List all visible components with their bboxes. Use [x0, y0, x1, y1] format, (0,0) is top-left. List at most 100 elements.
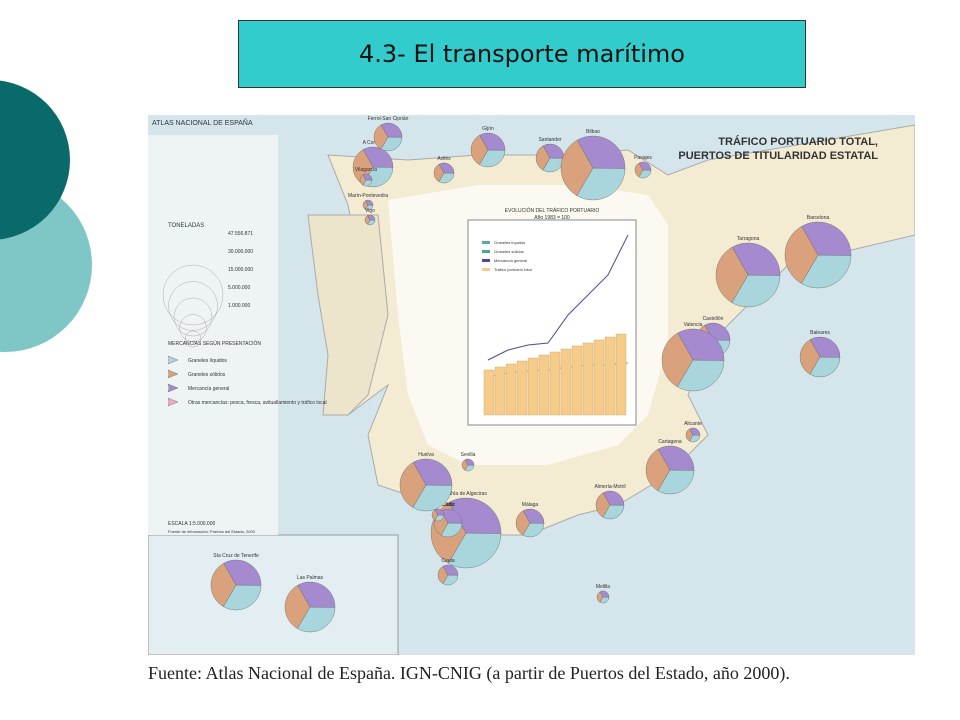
port-pie [297, 581, 336, 608]
port-label: Avilés [437, 156, 451, 162]
port-pie [599, 590, 610, 598]
inset-legend-swatch [482, 241, 490, 244]
legend-size [162, 264, 224, 326]
inset-bar [560, 348, 572, 416]
portugal [307, 214, 389, 416]
inset-legend-swatch [482, 259, 490, 262]
port-label: A Coruña [363, 140, 384, 146]
inset-bar [516, 360, 528, 416]
port-label: Santander [538, 137, 561, 143]
port-pie [522, 508, 545, 524]
legend-size [168, 281, 218, 331]
port-pie [479, 132, 506, 151]
port-pie [365, 199, 374, 206]
port-pie [677, 328, 725, 361]
legend-box [148, 135, 278, 535]
port-pie [576, 167, 626, 201]
port-label: Bahía de Algeciras [445, 491, 487, 497]
map-title: TRÁFICO PORTUARIO TOTAL, [718, 135, 878, 148]
scale: ESCALA 1:5.000.000 [168, 521, 215, 527]
port-pie [801, 254, 852, 289]
inset-legend-label: Tráfico portuario total [494, 267, 532, 272]
port-pie [380, 122, 403, 138]
legend-size-label: 30.000.000 [228, 249, 253, 255]
legend-swatch [167, 355, 179, 365]
port-label: Las Palmas [297, 575, 324, 581]
port-label: Sevilla [461, 452, 476, 458]
port-pie [809, 356, 841, 378]
inset-legend-swatch [482, 250, 490, 253]
legend-size [184, 330, 202, 348]
port-pie [442, 564, 459, 576]
legend-size [173, 297, 213, 337]
inset-line [487, 234, 629, 361]
inset-subtitle: Año 1983 = 100 [534, 215, 570, 221]
port-label: Melilla [596, 584, 610, 590]
port-label: Baleares [810, 330, 830, 336]
source: Fuente: Atlas Nacional de España. IGN-CN… [148, 663, 790, 683]
port-label: Vigo [365, 208, 375, 214]
port-pie [412, 458, 453, 486]
inset-bar [538, 354, 550, 416]
atlas-name: ATLAS NACIONAL DE ESPAÑA [152, 118, 253, 127]
legend-swatch [167, 383, 179, 393]
inset-legend-swatch [482, 268, 490, 271]
port-pie [638, 161, 652, 171]
legend-swatch [167, 369, 179, 379]
slide-title: 4.3- El transporte marítimo [238, 20, 806, 88]
port-label: Huelva [418, 452, 434, 458]
inset-bar [615, 333, 627, 416]
port-label: Ferrol-San Ciprián [368, 116, 409, 122]
legend-swatch [167, 397, 179, 407]
map-title: PUERTOS DE TITULARIDAD ESTATAL [678, 150, 878, 162]
legend-type: Graneles líquidos [188, 358, 227, 364]
port-pie [362, 173, 373, 181]
legend-type: Otras mercancías: pesca, fresca, avitual… [188, 400, 327, 406]
port-pie [602, 490, 625, 506]
port-label: Bilbao [586, 129, 600, 135]
port-pie [801, 221, 852, 256]
port-label: Pasajes [634, 155, 652, 161]
port-pie [464, 458, 475, 466]
inset-bar [549, 351, 561, 416]
port-pie [434, 508, 445, 516]
inset-bar [582, 342, 594, 416]
legend-size-label: 47.556.871 [228, 231, 253, 237]
legend-title: TONELADAS [168, 223, 204, 229]
port-pie [438, 162, 455, 174]
port-label: Valencia [684, 322, 703, 328]
port-pie [657, 469, 695, 495]
port-label: Cartagena [658, 439, 682, 445]
legend-size-label: 5.000.000 [228, 285, 250, 291]
port-label: Barcelona [807, 215, 830, 221]
legend-title: MERCANCÍAS SEGÚN PRESENTACIÓN [168, 340, 261, 347]
port-label: Tarragona [737, 236, 760, 242]
port-pie [297, 606, 336, 633]
inset-bar [483, 369, 495, 416]
inset-legend-label: Graneles líquidos [494, 240, 525, 245]
port-pie [479, 149, 506, 168]
port-label: Vilagarcía [355, 167, 377, 173]
canarias-box [148, 534, 399, 655]
legend-size-label: 15.000.000 [228, 267, 253, 273]
port-label: Sta Cruz de Tenerife [213, 553, 259, 559]
port-label: Almería-Motril [594, 484, 625, 490]
port-pie [677, 359, 725, 392]
port-pie [577, 135, 626, 169]
inset-bar [593, 339, 605, 416]
port-label: Castellón [703, 316, 724, 322]
port-label: Marín-Pontevedra [348, 193, 388, 199]
port-label: Ceuta [441, 558, 455, 564]
deco-circle [0, 80, 70, 240]
legend-type: Graneles sólidos [188, 372, 226, 378]
port-label: Gijón [482, 126, 494, 132]
inset-bar [527, 357, 539, 416]
port-pie [380, 136, 403, 152]
port-pie [223, 584, 262, 611]
map: A Coruña Ferrol-San Ciprián Gijón Avilés San… [148, 115, 915, 655]
port-pie [367, 214, 376, 221]
port-pie [732, 242, 781, 276]
port-label: Alicante [684, 421, 702, 427]
inset-bar [494, 366, 506, 416]
